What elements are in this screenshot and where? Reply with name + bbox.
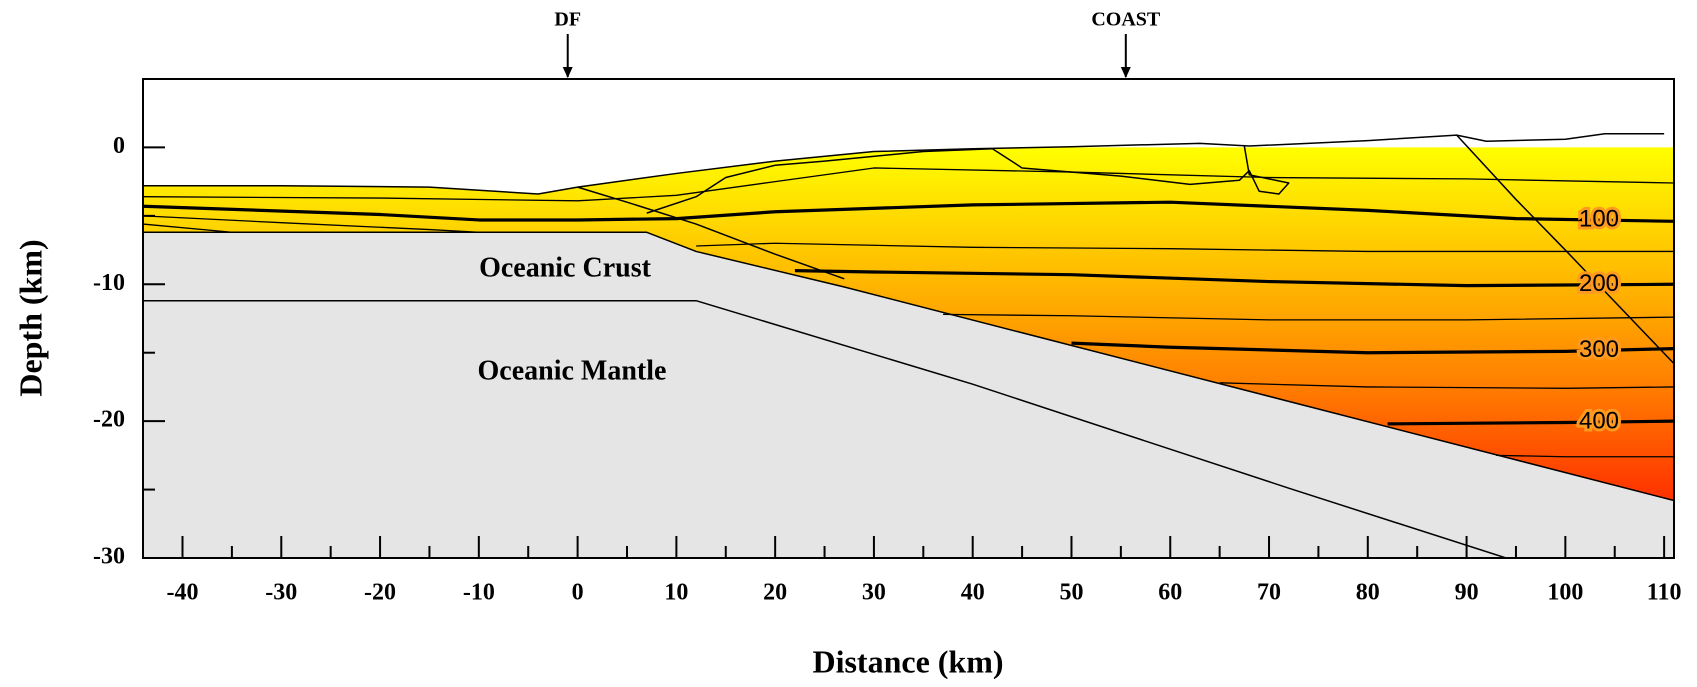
marker-arrowhead <box>1120 67 1131 78</box>
structure-line <box>577 186 845 280</box>
minor-contour <box>143 223 232 233</box>
structure-line <box>646 148 993 214</box>
y-tick-label: -10 <box>93 270 125 296</box>
contour-label: 100 <box>1579 205 1619 232</box>
minor-contour <box>1219 382 1674 389</box>
contour <box>794 269 1674 288</box>
y-tick-label: -30 <box>93 544 125 570</box>
x-tick-label: 110 <box>1647 580 1682 606</box>
y-tick-label: -20 <box>93 407 125 433</box>
structure-line <box>992 145 1290 195</box>
x-tick-label: -30 <box>265 580 297 606</box>
marker-arrowhead <box>562 67 573 78</box>
thermal-region <box>143 147 1674 501</box>
y-axis-title: Depth (km) <box>12 239 48 396</box>
x-tick-label: 90 <box>1455 580 1479 606</box>
x-tick-label: 60 <box>1158 580 1182 606</box>
x-tick-label: 0 <box>572 580 584 606</box>
minor-contour <box>1496 454 1674 458</box>
contour <box>1071 341 1674 355</box>
minor-contour <box>143 167 1674 202</box>
x-tick-label: 80 <box>1356 580 1380 606</box>
x-tick-label: 40 <box>961 580 985 606</box>
minor-contour <box>696 242 1674 253</box>
slab-region <box>143 232 1674 558</box>
y-tick-label: 0 <box>113 133 125 159</box>
x-tick-label: 100 <box>1547 580 1583 606</box>
contour <box>1387 419 1674 426</box>
contour-label: 200 <box>1579 270 1619 297</box>
x-tick-label: -20 <box>364 580 396 606</box>
slab-top <box>143 231 1674 502</box>
x-tick-label: 70 <box>1257 580 1281 606</box>
plot-area: 100 200 300 400 Oceanic Crust Oceanic Mantle <box>143 132 1674 558</box>
marker-label: DF <box>554 9 581 31</box>
x-tick-label: -40 <box>167 580 199 606</box>
x-axis-title: Distance (km) <box>812 643 1003 679</box>
region-label: Oceanic Mantle <box>478 355 667 386</box>
structure-line <box>1456 134 1674 365</box>
contour-label: 400 <box>1579 407 1619 434</box>
contour <box>143 200 1674 223</box>
plot-frame <box>142 78 1675 559</box>
x-tick-label: 50 <box>1059 580 1083 606</box>
x-tick-label: 30 <box>862 580 886 606</box>
oceanic-moho <box>143 299 1507 558</box>
minor-contour <box>943 313 1674 321</box>
marker-label: COAST <box>1091 9 1161 31</box>
minor-contour <box>143 215 479 233</box>
contour-label: 300 <box>1579 336 1619 363</box>
x-tick-label: -10 <box>463 580 495 606</box>
x-tick-label: 10 <box>664 580 688 606</box>
region-label: Oceanic Crust <box>479 252 652 283</box>
free-surface <box>143 132 1665 195</box>
x-tick-label: 20 <box>763 580 787 606</box>
